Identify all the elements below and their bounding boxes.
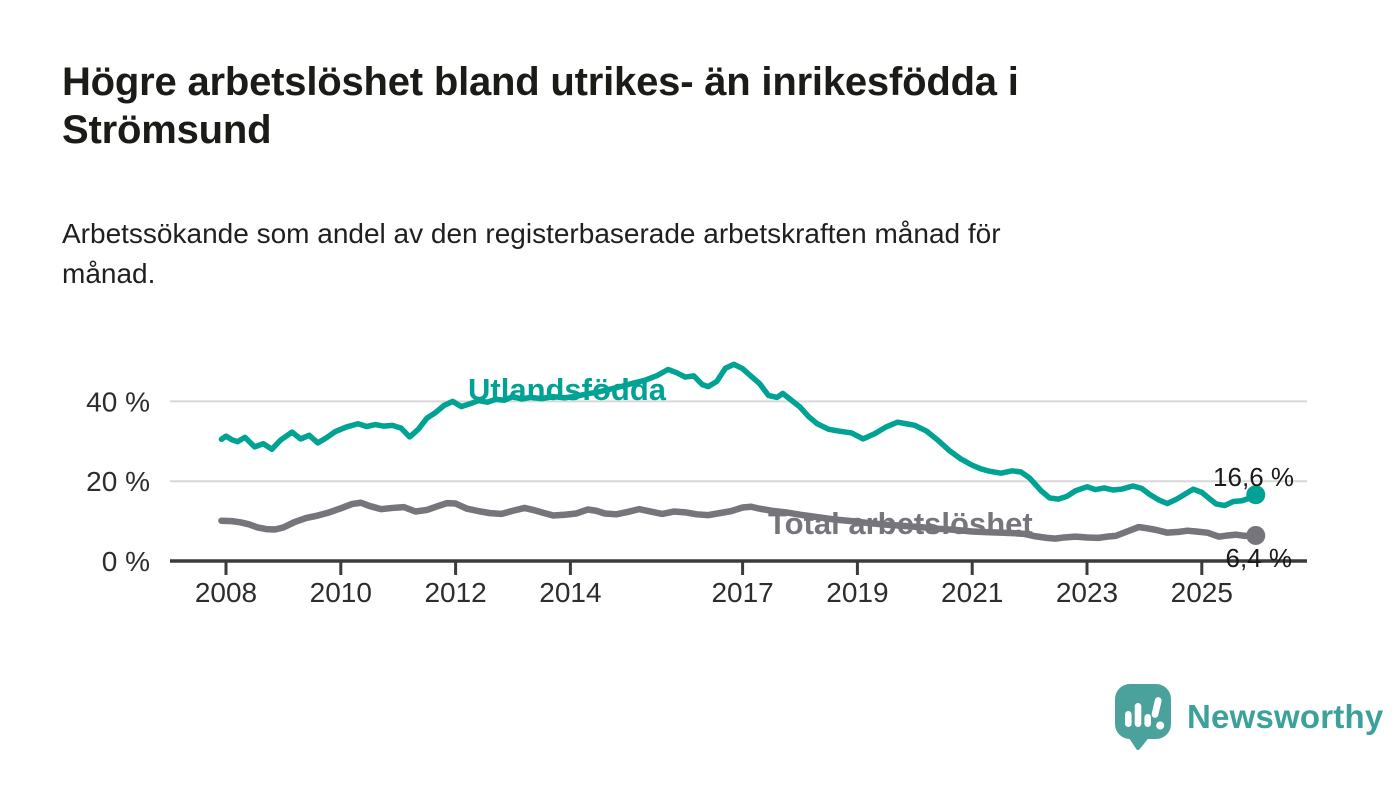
- subtitle-line-2: månad.: [62, 258, 156, 289]
- title-line-2: Strömsund: [62, 108, 272, 152]
- y-axis-label-0: 0 %: [102, 546, 150, 577]
- series-label-1: Total arbetslöshet: [768, 506, 1033, 541]
- x-axis-label-2021: 2021: [941, 577, 1003, 608]
- y-axis-label-40: 40 %: [86, 386, 150, 417]
- y-axis-label-20: 20 %: [86, 466, 150, 497]
- x-axis-label-2010: 2010: [310, 577, 372, 608]
- series-end-dot-1: [1246, 525, 1266, 545]
- x-axis-label-2019: 2019: [826, 577, 888, 608]
- series-end-value-0: 16,6 %: [1213, 462, 1294, 492]
- page-title: Högre arbetslöshet bland utrikes- än inr…: [62, 58, 1282, 154]
- subtitle-line-1: Arbetssökande som andel av den registerb…: [62, 218, 1001, 249]
- x-axis-label-2017: 2017: [711, 577, 773, 608]
- logo-wordmark: Newsworthy: [1187, 697, 1384, 735]
- series-label-0: Utlandsfödda: [468, 372, 667, 407]
- x-axis-label-2025: 2025: [1171, 577, 1233, 608]
- series-line-0: [218, 361, 1259, 509]
- series-end-value-1: 6,4 %: [1226, 543, 1293, 573]
- x-axis-label-2012: 2012: [424, 577, 486, 608]
- chart-subtitle: Arbetssökande som andel av den registerb…: [62, 214, 1302, 294]
- newsworthy-logo: Newsworthy: [1114, 683, 1383, 750]
- x-axis-label-2008: 2008: [195, 577, 257, 608]
- title-line-1: Högre arbetslöshet bland utrikes- än inr…: [62, 60, 1019, 104]
- x-axis-label-2023: 2023: [1056, 577, 1118, 608]
- series-end-dot-0: [1246, 485, 1266, 505]
- x-axis-label-2014: 2014: [539, 577, 601, 608]
- series-line-1: [218, 499, 1260, 542]
- speech-bubble-bar-chart-icon: [1115, 684, 1171, 750]
